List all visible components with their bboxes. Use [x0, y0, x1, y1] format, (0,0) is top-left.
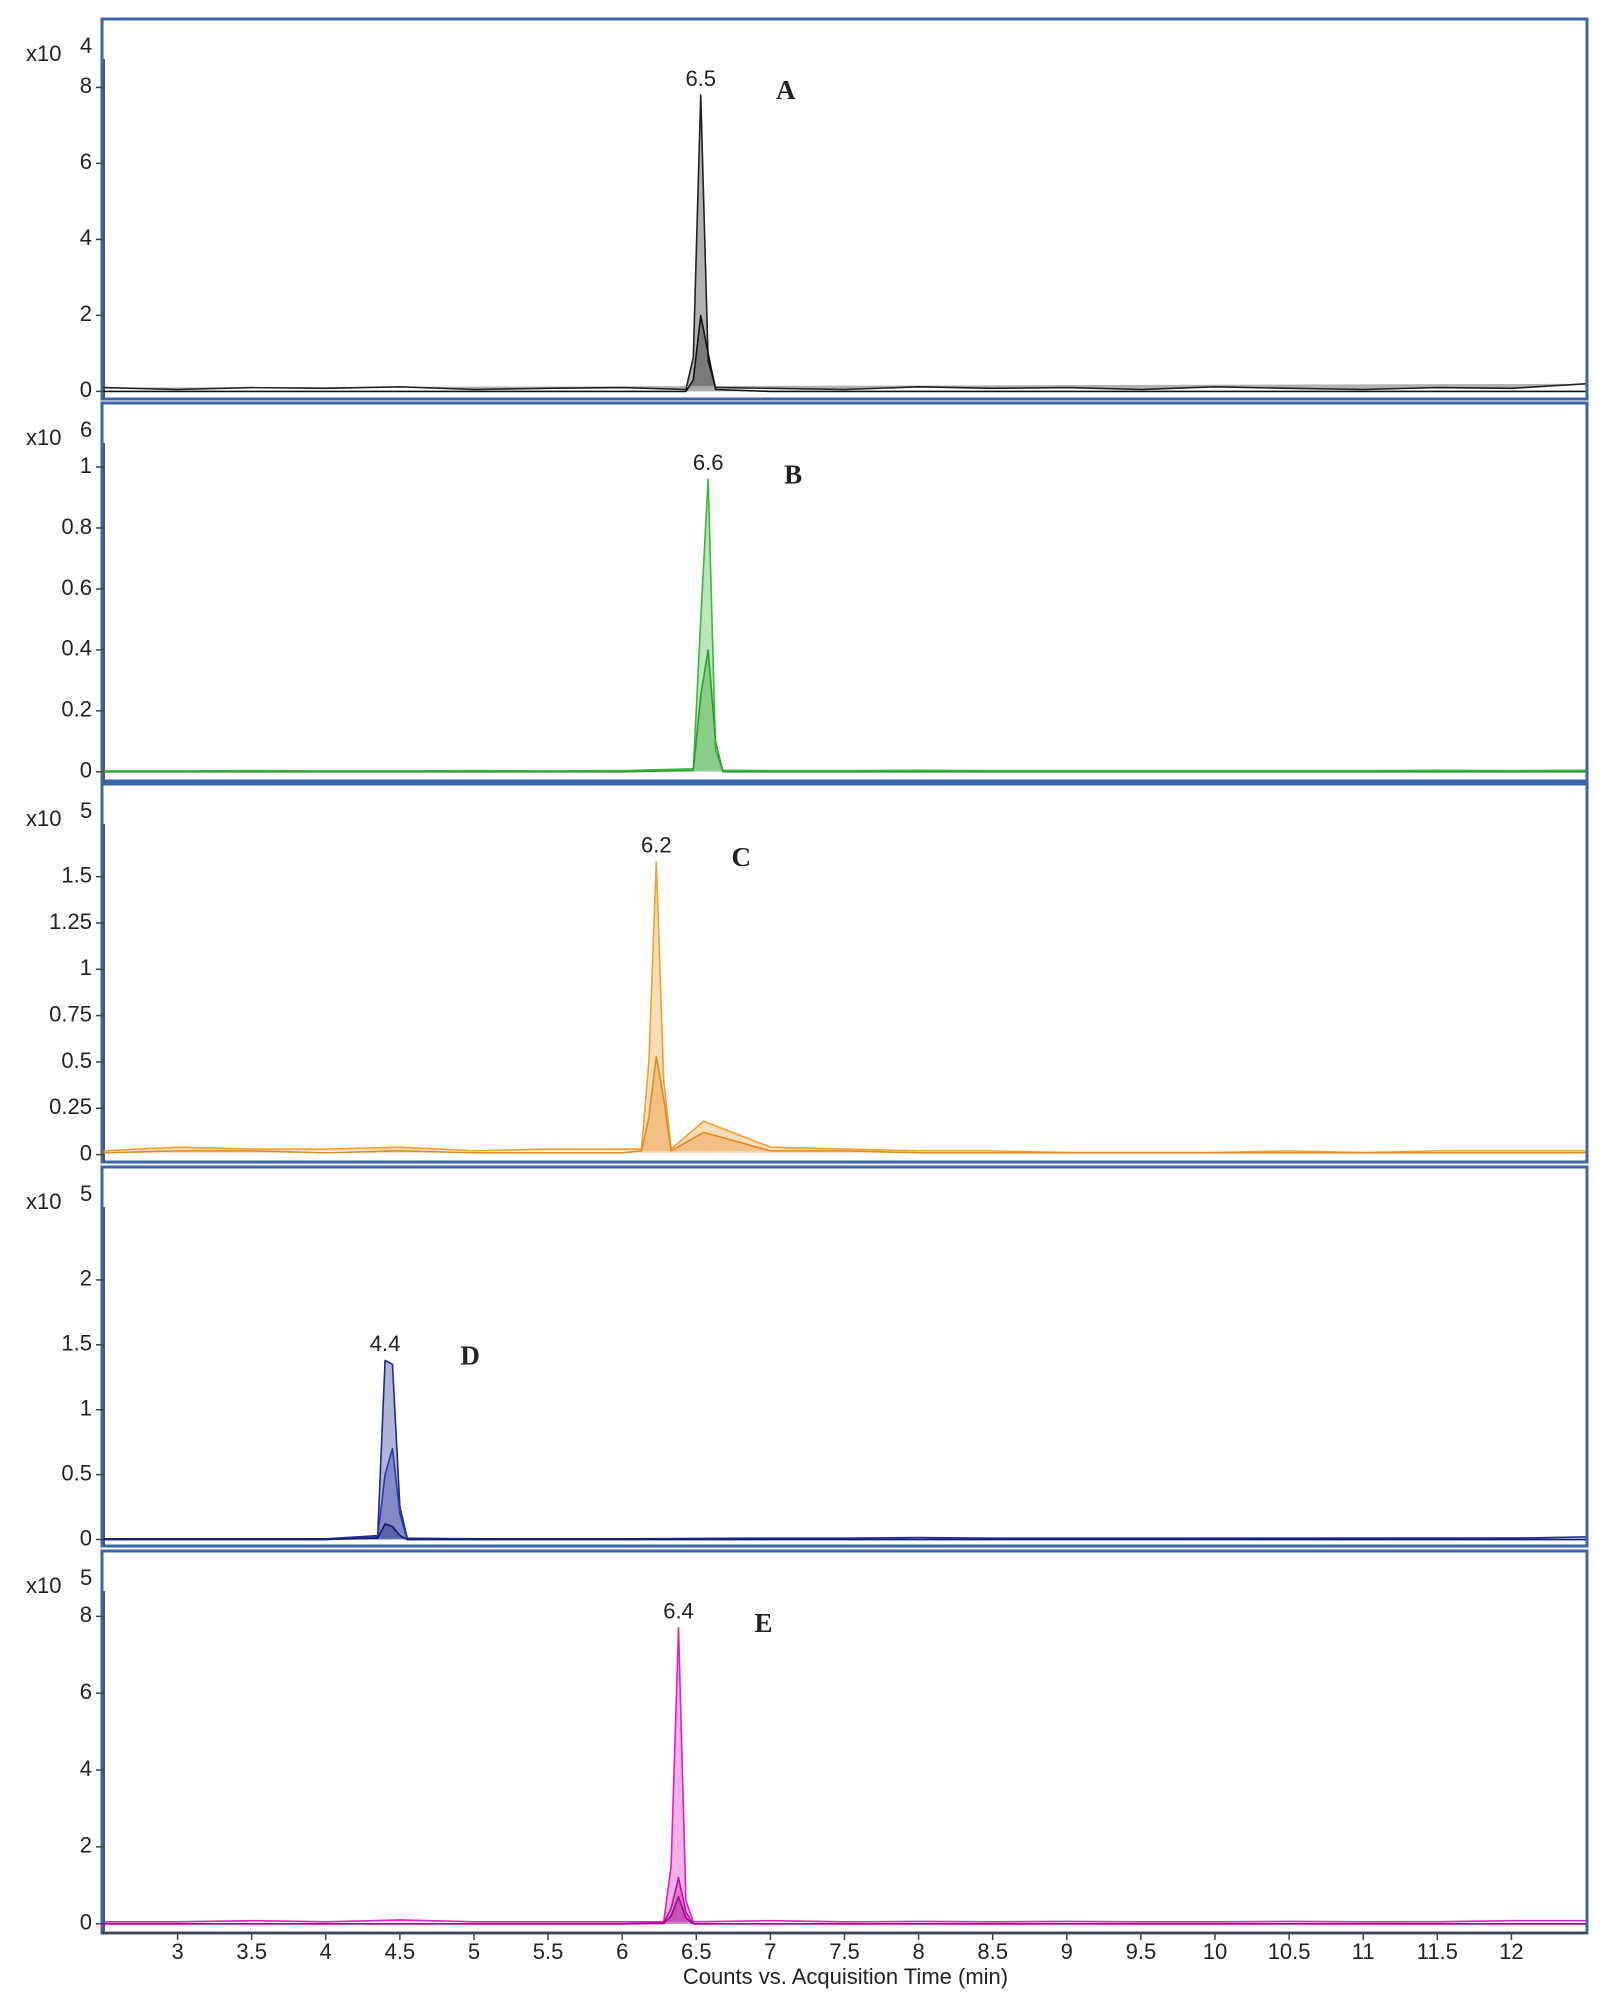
peak-label: 6.2: [641, 833, 672, 858]
trace: [103, 478, 1586, 772]
y-tick-label: 0: [80, 1910, 92, 1935]
x-tick-label: 9.5: [1126, 1939, 1157, 1964]
trace: [103, 1055, 1586, 1154]
y-tick-label: 1.25: [49, 909, 92, 934]
y-tick-label: 0.2: [61, 697, 92, 722]
y-tick-label: 0: [80, 758, 92, 783]
x-tick-label: 4.5: [385, 1939, 416, 1964]
x-tick-label: 4: [320, 1939, 332, 1964]
y-tick-label: 0.25: [49, 1094, 92, 1119]
peak-label: 6.6: [693, 450, 724, 475]
y-exponent: 6: [80, 417, 92, 442]
y-tick-label: 6: [80, 149, 92, 174]
y-exponent: 5: [80, 1565, 92, 1590]
y-tick-label: 0.8: [61, 514, 92, 539]
x-tick-label: 9: [1061, 1939, 1073, 1964]
trace: [103, 1896, 1586, 1925]
trace: [103, 1447, 1586, 1541]
x-tick-label: 11: [1352, 1939, 1375, 1964]
x-tick-label: 11.5: [1417, 1939, 1458, 1964]
trace: [103, 314, 1586, 393]
x-tick-label: 7: [764, 1939, 776, 1964]
trace: [103, 1627, 1586, 1923]
x-tick-label: 8.5: [977, 1939, 1008, 1964]
panel-frame: [100, 1165, 1589, 1548]
y-tick-label: 1.5: [61, 862, 92, 887]
trace: [103, 94, 1586, 391]
y-exponent: 5: [80, 798, 92, 823]
x-tick-label: 3: [171, 1939, 183, 1964]
x-tick-label: 10.5: [1268, 1939, 1311, 1964]
x-tick-label: 8: [912, 1939, 924, 1964]
panel-label: B: [784, 459, 802, 489]
y-multiplier: x10: [26, 1189, 61, 1214]
x-tick-label: 3.5: [236, 1939, 267, 1964]
peak-label: 6.5: [685, 66, 716, 91]
panel-frame: [100, 1549, 1589, 1935]
y-exponent: 5: [80, 1181, 92, 1206]
x-tick-label: 12: [1499, 1939, 1523, 1964]
trace: [103, 1523, 1586, 1541]
x-tick-label: 7.5: [829, 1939, 860, 1964]
panel-label: D: [460, 1341, 480, 1371]
x-tick-label: 10: [1203, 1939, 1227, 1964]
panel-frame: [100, 782, 1589, 1164]
y-tick-label: 2: [80, 1266, 92, 1291]
y-tick-label: 2: [80, 1833, 92, 1858]
y-tick-label: 0.75: [49, 1001, 92, 1026]
trace: [103, 861, 1586, 1154]
panel-frame: [100, 401, 1589, 783]
y-tick-label: 1: [80, 955, 92, 980]
y-tick-label: 1.5: [61, 1331, 92, 1356]
y-tick-label: 0: [80, 377, 92, 402]
y-tick-label: 0: [80, 1525, 92, 1550]
x-axis-title: Counts vs. Acquisition Time (min): [683, 1964, 1008, 1989]
y-tick-label: 4: [80, 225, 92, 250]
panel-frame: [100, 17, 1589, 401]
y-tick-label: 1: [80, 453, 92, 478]
panel-label: E: [755, 1608, 773, 1638]
y-tick-label: 2: [80, 301, 92, 326]
peak-label: 4.4: [370, 1331, 401, 1356]
y-tick-label: 1: [80, 1396, 92, 1421]
trace: [103, 649, 1586, 773]
y-tick-label: 0.5: [61, 1048, 92, 1073]
panel-label: A: [776, 75, 796, 105]
x-tick-label: 5: [468, 1939, 480, 1964]
y-tick-label: 0: [80, 1140, 92, 1165]
x-tick-label: 6.5: [681, 1939, 712, 1964]
x-tick-label: 6: [616, 1939, 628, 1964]
panel-label: C: [732, 842, 752, 872]
x-tick-label: 5.5: [533, 1939, 564, 1964]
y-tick-label: 0.5: [61, 1460, 92, 1485]
y-tick-label: 8: [80, 1602, 92, 1627]
y-tick-label: 0.6: [61, 575, 92, 600]
y-multiplier: x10: [26, 806, 61, 831]
y-exponent: 4: [80, 33, 92, 58]
trace: [103, 1876, 1586, 1925]
trace: [103, 1359, 1586, 1540]
y-tick-label: 6: [80, 1679, 92, 1704]
y-tick-label: 4: [80, 1756, 92, 1781]
y-tick-label: 0.4: [61, 636, 92, 661]
y-multiplier: x10: [26, 425, 61, 450]
peak-label: 6.4: [663, 1599, 694, 1624]
y-tick-label: 8: [80, 73, 92, 98]
y-multiplier: x10: [26, 41, 61, 66]
y-multiplier: x10: [26, 1573, 61, 1598]
